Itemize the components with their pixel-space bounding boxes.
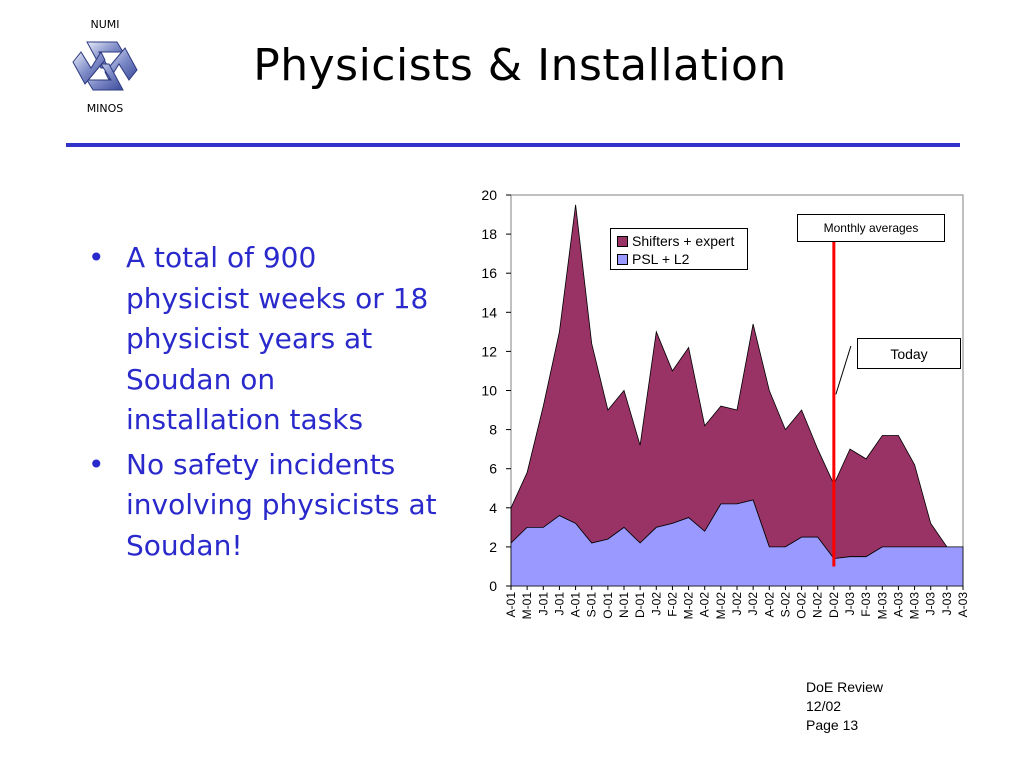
x-tick-label: J-03	[843, 592, 857, 616]
y-tick-label: 12	[481, 343, 497, 359]
x-tick-label: N-02	[811, 592, 825, 618]
monthly-averages-callout: Monthly averages	[797, 214, 945, 242]
y-tick-label: 20	[481, 187, 497, 203]
x-tick-label: A-02	[698, 592, 712, 618]
x-tick-label: A-02	[762, 592, 776, 618]
today-leader-line	[835, 345, 852, 395]
x-tick-label: F-02	[665, 592, 679, 617]
x-tick-label: S-02	[778, 592, 792, 618]
x-tick-label: A-03	[956, 592, 970, 618]
x-tick-label: J-03	[940, 592, 954, 616]
chart-legend: Shifters + expert PSL + L2	[610, 228, 748, 270]
numi-minos-logo: NUMI MINOS	[60, 18, 150, 118]
footer-page: Page 13	[806, 717, 859, 733]
x-tick-label: J-01	[552, 592, 566, 616]
x-tick-label: F-03	[859, 592, 873, 617]
x-tick-label: J-01	[536, 592, 550, 616]
x-tick-label: M-01	[520, 592, 534, 620]
title-rule	[66, 143, 960, 147]
x-tick-label: J-02	[730, 592, 744, 616]
y-tick-label: 8	[489, 422, 497, 438]
legend-label-shifters: Shifters + expert	[632, 233, 735, 249]
x-tick-label: M-02	[714, 592, 728, 620]
x-tick-label: N-01	[617, 592, 631, 618]
numi-logo-icon	[72, 41, 138, 91]
y-tick-label: 10	[481, 383, 497, 399]
x-tick-label: A-03	[891, 592, 905, 618]
y-tick-label: 2	[489, 539, 497, 555]
legend-swatch-shifters	[617, 236, 628, 247]
x-tick-label: D-01	[633, 592, 647, 618]
x-tick-label: J-02	[746, 592, 760, 616]
series-area-psl-l2	[510, 499, 964, 587]
legend-item-psl: PSL + L2	[617, 251, 689, 267]
y-tick-label: 4	[489, 500, 497, 516]
y-tick-label: 16	[481, 265, 497, 281]
bullet-dot-icon: •	[88, 447, 105, 481]
bullet-dot-icon: •	[88, 241, 105, 274]
bullet-item: • A total of 900 physicist weeks or 18 ph…	[88, 238, 438, 441]
legend-swatch-psl	[617, 254, 628, 265]
legend-item-shifters: Shifters + expert	[617, 233, 734, 249]
x-tick-label: M-03	[875, 592, 889, 620]
x-tick-label: O-01	[601, 592, 615, 619]
y-tick-label: 6	[489, 461, 497, 477]
page-title: Physicists & Installation	[253, 40, 787, 91]
legend-label-psl: PSL + L2	[632, 251, 690, 267]
x-tick-label: J-03	[924, 592, 938, 616]
logo-bottom-text: MINOS	[86, 102, 124, 115]
today-callout: Today	[857, 338, 961, 369]
footer: DoE Review 12/02 Page 13	[806, 678, 883, 735]
x-tick-label: A-01	[504, 592, 518, 618]
x-tick-label: J-02	[649, 592, 663, 616]
x-tick-label: M-02	[682, 592, 696, 620]
x-tick-label: A-01	[569, 592, 583, 618]
x-tick-label: S-01	[585, 592, 599, 618]
y-tick-label: 14	[481, 304, 497, 320]
bullet-list: • A total of 900 physicist weeks or 18 ph…	[88, 238, 438, 570]
x-tick-label: D-02	[827, 592, 841, 618]
bullet-text: A total of 900 physicist weeks or 18 phy…	[126, 241, 429, 436]
x-tick-label: M-03	[908, 592, 922, 620]
x-tick-label: O-02	[795, 592, 809, 619]
y-tick-label: 18	[481, 226, 497, 242]
bullet-text: No safety incidents involving physicists…	[126, 447, 437, 562]
bullet-item: • No safety incidents involving physicist…	[88, 445, 438, 567]
footer-date: 12/02	[806, 698, 842, 714]
footer-review: DoE Review	[806, 679, 884, 695]
y-tick-label: 0	[489, 578, 497, 594]
logo-top-text: NUMI	[90, 18, 120, 31]
